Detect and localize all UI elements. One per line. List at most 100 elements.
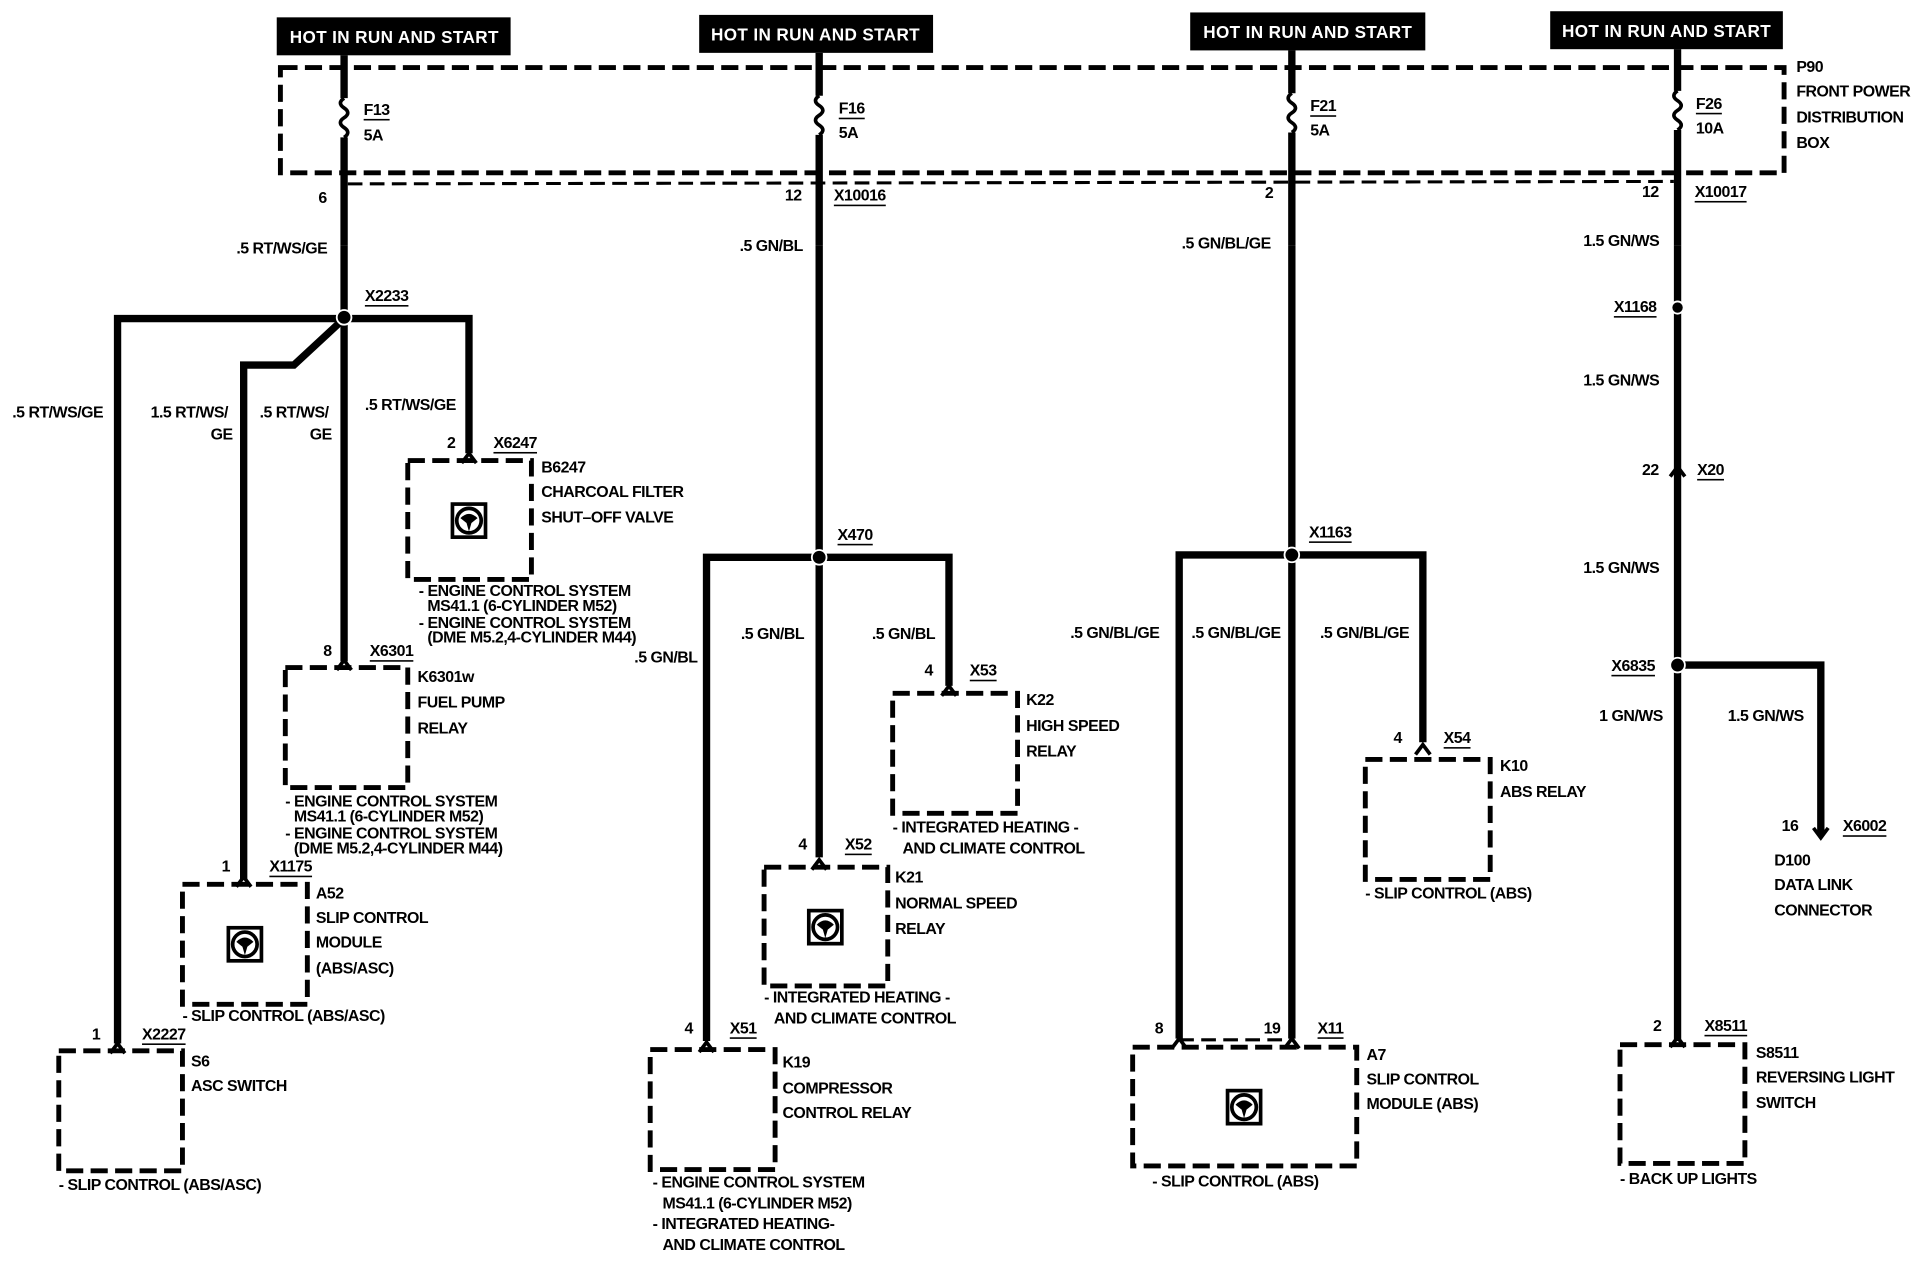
wire-label: .5 GN/BL/GE [1070, 625, 1159, 642]
power-header-label: HOT IN RUN AND START [1203, 22, 1412, 42]
component-k10[interactable] [1362, 742, 1493, 882]
pin-number: 2 [1653, 1018, 1662, 1035]
component-k6301w[interactable] [282, 658, 411, 790]
component-k22[interactable] [890, 684, 1020, 816]
component-s6[interactable] [56, 1041, 185, 1174]
component-s8511[interactable] [1617, 1035, 1748, 1166]
system-note: - ENGINE CONTROL SYSTEM [285, 794, 497, 811]
system-note: - SLIP CONTROL (ABS/ASC) [182, 1008, 385, 1025]
connector-label: X52 [845, 837, 872, 854]
component-b6247[interactable] [405, 451, 534, 582]
component-name: COMPRESSOR [782, 1080, 893, 1097]
distribution-box-outline [277, 65, 1787, 176]
wire-label: .5 GN/BL [740, 238, 804, 255]
control-module-icon [224, 924, 266, 965]
component-name: DATA LINK [1774, 877, 1853, 894]
pin-number: 1 [92, 1026, 101, 1043]
component-id: A52 [316, 886, 344, 903]
distribution-box-name: DISTRIBUTION [1796, 109, 1903, 126]
pin-number: 4 [684, 1020, 693, 1037]
splice-x6835 [1669, 656, 1686, 674]
component-id: K22 [1026, 692, 1054, 709]
fuse-f13 [338, 55, 350, 246]
system-note: MS41.1 (6-CYLINDER M52) [294, 808, 484, 825]
wire-label: 1.5 GN/WS [1583, 233, 1659, 250]
connector-label: X51 [730, 1020, 757, 1037]
wire-label: 1.5 GN/WS [1583, 373, 1659, 390]
wire [1291, 551, 1427, 743]
connector-housing-line [347, 179, 1674, 186]
fuse-id: F26 [1696, 96, 1723, 113]
fuse-f21 [1286, 50, 1298, 246]
system-note: AND CLIMATE CONTROL [662, 1237, 845, 1254]
component-k19[interactable] [647, 1040, 778, 1173]
system-note: - ENGINE CONTROL SYSTEM [285, 826, 497, 843]
component-name: RELAY [895, 921, 946, 938]
splice-x2233 [335, 309, 353, 326]
connector-label: X11 [1318, 1020, 1345, 1037]
wire [113, 314, 345, 1044]
wire-label: 1.5 GN/WS [1583, 560, 1659, 577]
connector-label: X2227 [142, 1026, 186, 1043]
splice-label: X2233 [365, 288, 409, 305]
wire-label: GE [211, 426, 233, 443]
wire-label: .5 RT/WS/GE [365, 397, 456, 414]
wire-label: GE [310, 426, 332, 443]
control-module-icon [805, 906, 846, 948]
component-a52[interactable] [180, 875, 310, 1007]
fuse-id: F16 [839, 101, 866, 118]
wire [344, 314, 473, 454]
component-a7[interactable] [1130, 1036, 1360, 1169]
pin-number: 1 [222, 859, 231, 876]
power-header-3: HOT IN RUN AND START [1190, 12, 1426, 51]
component-id: K19 [782, 1055, 810, 1072]
splice-label: X1163 [1309, 524, 1352, 541]
component-id: S8511 [1756, 1045, 1799, 1062]
wire-label: .5 GN/BL/GE [1320, 625, 1409, 642]
pin-number: 6 [318, 190, 327, 207]
wire-label: .5 RT/WS/ [260, 404, 330, 421]
fuse-f26 [1672, 49, 1684, 246]
power-header-4: HOT IN RUN AND START [1550, 11, 1783, 50]
component-id: D100 [1774, 853, 1811, 870]
fuse-rating: 10A [1696, 120, 1725, 137]
power-header-2: HOT IN RUN AND START [699, 14, 934, 53]
pin-number: 4 [798, 837, 807, 854]
component-name: SHUT–OFF VALVE [541, 510, 673, 527]
splice-x470 [810, 549, 828, 566]
connector-label: X10017 [1695, 184, 1748, 201]
fuse-f16 [813, 52, 825, 246]
distribution-box-name: FRONT POWER [1796, 84, 1911, 101]
splice-x1163 [1283, 546, 1301, 564]
component-name: CONTROL RELAY [782, 1105, 912, 1122]
component-d100[interactable] [1812, 826, 1830, 841]
component-name: SLIP CONTROL [1367, 1072, 1480, 1089]
system-note: - ENGINE CONTROL SYSTEM [419, 583, 631, 600]
system-note: MS41.1 (6-CYLINDER M52) [427, 598, 617, 615]
pin-number: 16 [1782, 818, 1799, 835]
connector-label: X8511 [1704, 1018, 1747, 1035]
pin-number: 2 [1265, 185, 1274, 202]
wire [1175, 551, 1292, 1039]
wire-label: .5 GN/BL [741, 626, 805, 643]
component-id: S6 [191, 1053, 210, 1070]
connector-label: X10016 [834, 188, 887, 205]
system-note: - BACK UP LIGHTS [1620, 1171, 1757, 1188]
pin-number: 22 [1642, 462, 1659, 479]
splice-x1168 [1670, 300, 1685, 315]
system-note: - INTEGRATED HEATING - [893, 819, 1079, 836]
control-module-icon [1223, 1086, 1265, 1128]
system-note: - INTEGRATED HEATING- [653, 1216, 835, 1233]
connector-label: X20 [1697, 462, 1724, 479]
component-name: ABS RELAY [1500, 784, 1587, 801]
splice-label: X1168 [1614, 299, 1657, 316]
component-id: K6301w [418, 669, 475, 686]
system-note: AND CLIMATE CONTROL [774, 1010, 957, 1027]
connector-label: X6002 [1843, 818, 1887, 835]
component-k21[interactable] [761, 857, 891, 989]
connector-label: X54 [1444, 730, 1471, 747]
splice-label: X6835 [1611, 658, 1655, 675]
connector-label: X1175 [269, 859, 312, 876]
pin-number: 8 [1155, 1020, 1164, 1037]
